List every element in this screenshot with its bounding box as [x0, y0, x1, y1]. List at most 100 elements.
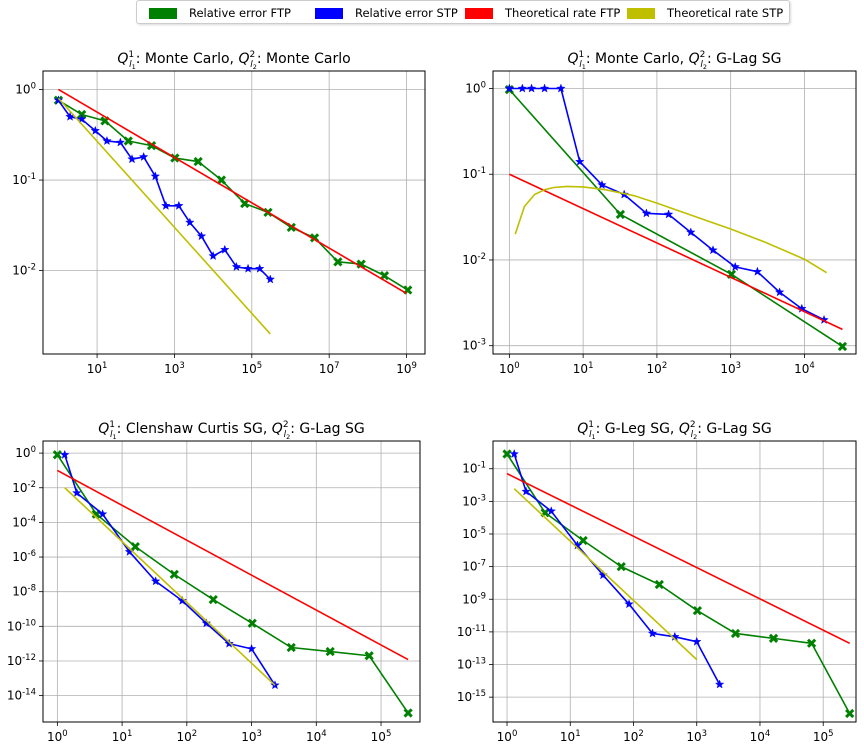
x-marker [123, 136, 133, 146]
chart-title: Q1 l1: Monte Carlo, Q2 l2: G-Lag SG [567, 50, 781, 71]
plot-frame [492, 70, 857, 355]
x-tick-label: 107 [319, 361, 340, 376]
x-tick-label: 100 [499, 361, 520, 376]
star-marker [196, 231, 207, 241]
x-marker [616, 561, 626, 572]
star-marker [265, 274, 275, 284]
y-tick-label: 10-1 [462, 166, 486, 181]
x-marker [845, 708, 855, 719]
y-tick-label: 100 [15, 81, 36, 96]
legend-label: Relative error STP [355, 6, 458, 20]
star-marker [150, 171, 161, 181]
x-marker [692, 606, 703, 616]
legend: Relative error FTP Relative error STP Th… [136, 0, 790, 24]
star-marker [161, 200, 171, 210]
x-tick-label: 105 [813, 729, 834, 744]
series-line-theoretical-rate-stp [57, 97, 271, 335]
y-tick-label: 10-13 [457, 657, 486, 672]
star-marker [97, 509, 108, 519]
x-tick-label: 102 [623, 729, 644, 744]
series-line-relative-error-stp [57, 99, 271, 280]
star-marker [138, 151, 149, 161]
star-marker [90, 125, 101, 135]
x-marker [208, 594, 218, 605]
star-marker [752, 266, 763, 276]
y-tick-label: 100 [465, 80, 486, 95]
x-marker [333, 257, 343, 267]
x-tick-label: 103 [164, 361, 185, 376]
y-tick-label: 10-4 [12, 514, 36, 529]
x-tick-label: 103 [241, 729, 262, 744]
star-marker [663, 209, 674, 219]
star-marker [72, 487, 82, 497]
series-line-relative-error-ftp [508, 89, 843, 348]
legend-entry-stp-rate: Theoretical rate STP [627, 5, 783, 21]
chart-panel-1: 101 103 105 107 109 100 10-1 10-2 Q1 l1: Monte Ca… [12, 50, 426, 376]
star-marker [546, 506, 556, 516]
x-marker [654, 579, 664, 590]
plot-frame [42, 440, 421, 723]
x-tick-label: 104 [306, 729, 327, 744]
x-marker [247, 618, 257, 628]
y-tick-label: 10-5 [462, 526, 486, 541]
series-group [52, 449, 413, 718]
x-tick-label: 100 [497, 729, 518, 744]
y-tick-label: 10-6 [12, 549, 36, 564]
series-group [53, 88, 413, 335]
chart-title: Q1 l1: G-Leg SG, Q2 l2: G-Lag SG [577, 420, 772, 441]
legend-label: Relative error FTP [189, 6, 291, 20]
x-marker [615, 209, 626, 220]
x-tick-label: 104 [750, 729, 771, 744]
x-marker [240, 198, 250, 209]
x-tick-label: 100 [47, 729, 68, 744]
legend-swatch [315, 7, 343, 19]
series-line-relative-error-ftp [506, 453, 851, 714]
y-tick-label: 10-2 [12, 263, 36, 278]
legend-swatch [465, 7, 493, 19]
x-marker [193, 156, 203, 167]
y-tick-label: 10-3 [462, 338, 486, 353]
y-tick-label: 10-8 [12, 584, 36, 599]
y-tick-label: 10-15 [457, 689, 486, 704]
y-tick-label: 10-1 [12, 172, 36, 187]
y-tick-label: 10-2 [12, 480, 36, 495]
legend-entry-stp-error: Relative error STP [315, 5, 458, 21]
star-marker [150, 576, 161, 586]
star-marker [224, 638, 234, 648]
series-group [504, 83, 848, 352]
x-tick-label: 104 [794, 361, 815, 376]
legend-swatch [627, 7, 655, 19]
star-marker [509, 449, 519, 459]
x-marker [52, 450, 62, 460]
plot-frame [492, 440, 857, 723]
star-marker [254, 263, 265, 273]
x-marker [286, 642, 296, 653]
y-tick-label: 10-12 [7, 653, 36, 668]
x-marker [502, 449, 512, 459]
star-marker [177, 595, 187, 605]
star-marker [201, 618, 212, 628]
series-line-relative-error-stp [509, 87, 825, 321]
series-line-theoretical-rate-ftp [56, 469, 409, 661]
chart-title: Q1 l1: Monte Carlo, Q2 l2: Monte Carlo [117, 50, 350, 71]
star-marker [231, 261, 242, 271]
y-tick-label: 10-14 [7, 688, 36, 703]
y-tick-label: 10-10 [7, 618, 36, 633]
star-marker [521, 486, 531, 496]
star-marker [539, 83, 550, 93]
series-line-theoretical-rate-ftp [57, 88, 407, 295]
star-marker [53, 95, 64, 105]
star-marker [597, 179, 607, 189]
series-line-theoretical-rate-stp [64, 487, 276, 686]
star-marker [556, 83, 566, 93]
x-marker [578, 535, 588, 546]
x-marker [403, 708, 413, 718]
x-marker [730, 628, 741, 639]
x-marker [169, 569, 179, 579]
x-marker [768, 633, 779, 644]
plot-frame [42, 70, 426, 355]
x-tick-label: 101 [573, 361, 594, 376]
x-tick-label: 101 [112, 729, 133, 744]
legend-entry-ftp-rate: Theoretical rate FTP [465, 5, 620, 21]
